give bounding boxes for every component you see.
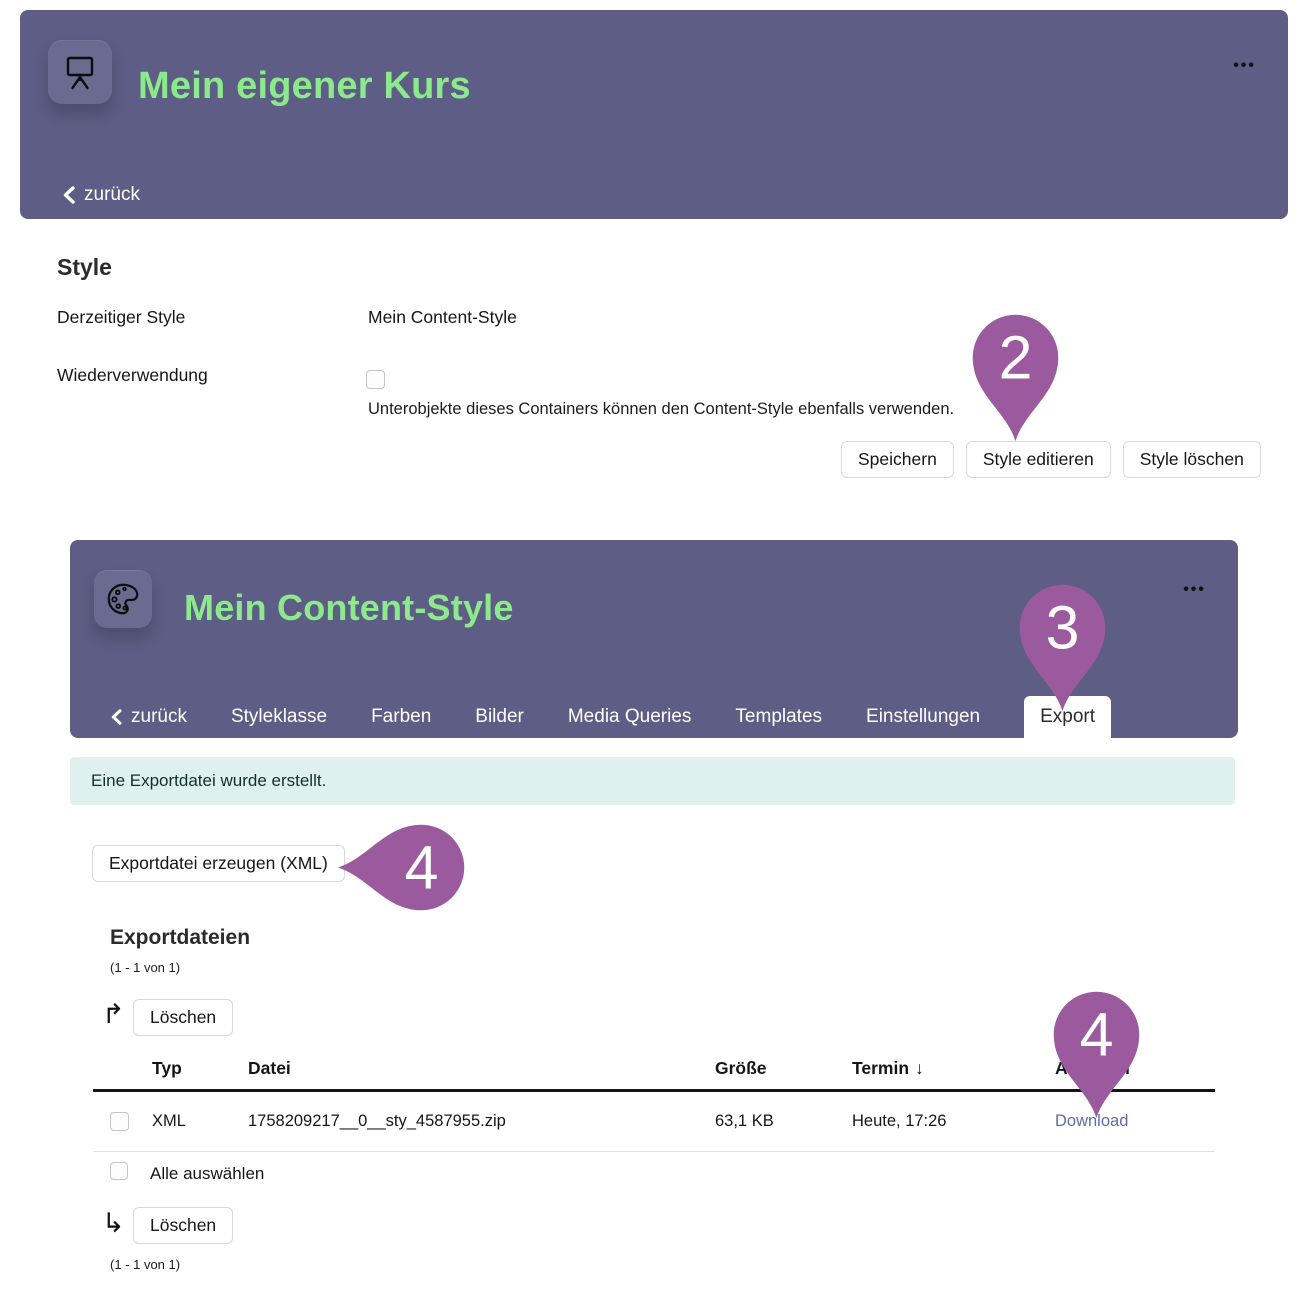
- create-export-button[interactable]: Exportdatei erzeugen (XML): [92, 845, 345, 882]
- style-section-heading: Style: [57, 254, 112, 280]
- delete-style-button[interactable]: Style löschen: [1122, 441, 1261, 478]
- table-header-row: Typ Datei Größe Termin ↓ Aktionen: [93, 1048, 1215, 1092]
- tab-label: Farben: [371, 706, 432, 727]
- cell-termin: Heute, 17:26: [852, 1112, 947, 1130]
- current-style-label: Derzeitiger Style: [57, 307, 186, 327]
- export-files-table: Typ Datei Größe Termin ↓ Aktionen XML 175…: [93, 1048, 1215, 1152]
- delete-selected-bottom-button[interactable]: Löschen: [133, 1207, 234, 1244]
- header-cell-aktionen[interactable]: Aktionen: [1055, 1058, 1130, 1078]
- tab-label: Templates: [735, 706, 823, 727]
- select-all-label: Alle auswählen: [150, 1164, 265, 1183]
- style-icon-tile: [94, 570, 152, 628]
- success-message-text: Eine Exportdatei wurde erstellt.: [91, 771, 327, 790]
- content-style-header-panel: Mein Content-Style ••• zurück Styleklass…: [70, 540, 1238, 738]
- tab-media-queries[interactable]: Media Queries: [568, 696, 692, 738]
- result-range-top: (1 - 1 von 1): [110, 960, 181, 975]
- tab-styleklasse[interactable]: Styleklasse: [231, 696, 327, 738]
- content-style-title: Mein Content-Style: [184, 587, 514, 628]
- header-termin-label: Termin: [852, 1058, 910, 1078]
- cell-groesse: 63,1 KB: [715, 1112, 774, 1130]
- tab-label: zurück: [131, 706, 187, 727]
- tab-bilder[interactable]: Bilder: [475, 696, 524, 738]
- success-message: Eine Exportdatei wurde erstellt.: [70, 757, 1235, 805]
- reuse-label: Wiederverwendung: [57, 365, 208, 385]
- reuse-help-text: Unterobjekte dieses Containers können de…: [368, 400, 955, 418]
- select-all-checkbox[interactable]: [110, 1162, 128, 1180]
- style-form-buttons: Speichern Style editieren Style löschen: [841, 441, 1261, 478]
- current-style-value: Mein Content-Style: [368, 307, 517, 327]
- header-cell-termin[interactable]: Termin ↓: [852, 1058, 1055, 1079]
- save-button[interactable]: Speichern: [841, 441, 954, 478]
- delete-selected-top-button[interactable]: Löschen: [133, 999, 234, 1036]
- style-actions-menu-icon[interactable]: •••: [1183, 581, 1206, 598]
- course-title: Mein eigener Kurs: [138, 65, 471, 107]
- course-back-label: zurück: [84, 184, 140, 205]
- cell-datei: 1758209217__0__sty_4587955.zip: [248, 1112, 506, 1130]
- table-row: XML 1758209217__0__sty_4587955.zip 63,1 …: [93, 1092, 1215, 1152]
- download-link[interactable]: Download: [1055, 1112, 1129, 1130]
- apply-to-selection-top-icon: ↱: [102, 999, 125, 1029]
- tab-label: Einstellungen: [866, 706, 981, 727]
- tab-farben[interactable]: Farben: [371, 696, 431, 738]
- exports-heading: Exportdateien: [110, 926, 251, 949]
- tab-label: Styleklasse: [230, 706, 328, 727]
- chevron-left-icon: [63, 186, 75, 204]
- apply-to-selection-bottom-icon: ↳: [102, 1208, 125, 1238]
- course-icon-tile: [48, 40, 112, 104]
- sort-desc-icon: ↓: [915, 1058, 924, 1078]
- presentation-board-icon: [66, 56, 94, 90]
- course-actions-menu-icon[interactable]: •••: [1233, 57, 1256, 74]
- tab-label: Export: [1040, 706, 1096, 727]
- row-checkbox[interactable]: [110, 1112, 129, 1131]
- header-cell-typ[interactable]: Typ: [152, 1058, 182, 1078]
- tab-export[interactable]: Export: [1024, 696, 1112, 738]
- tab-zurueck[interactable]: zurück: [110, 696, 187, 738]
- tab-label: Media Queries: [567, 706, 692, 727]
- result-range-bottom: (1 - 1 von 1): [110, 1257, 181, 1272]
- header-cell-groesse[interactable]: Größe: [715, 1058, 767, 1078]
- annotation-pin-2: 2: [972, 314, 1059, 442]
- tab-label: Bilder: [475, 706, 524, 727]
- chevron-left-icon: [111, 709, 122, 725]
- annotation-pin-4-button: 4: [337, 824, 465, 911]
- reuse-checkbox[interactable]: [366, 370, 385, 389]
- course-header-panel: Mein eigener Kurs ••• zurück: [20, 10, 1288, 219]
- palette-icon: [107, 583, 139, 615]
- course-back-link[interactable]: zurück: [62, 184, 140, 206]
- tab-einstellungen[interactable]: Einstellungen: [866, 696, 980, 738]
- pin-number: 2: [999, 323, 1033, 391]
- pin-number: 4: [405, 833, 439, 901]
- cell-typ: XML: [152, 1112, 186, 1130]
- tab-templates[interactable]: Templates: [735, 696, 822, 738]
- header-cell-datei[interactable]: Datei: [248, 1058, 291, 1078]
- style-tabbar: zurück Styleklasse Farben Bilder Media Q…: [110, 696, 1112, 738]
- edit-style-button[interactable]: Style editieren: [965, 441, 1111, 478]
